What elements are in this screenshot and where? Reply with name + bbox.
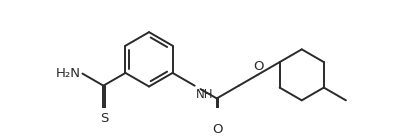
- Text: O: O: [252, 60, 262, 73]
- Text: O: O: [212, 123, 222, 136]
- Text: NH: NH: [195, 88, 213, 101]
- Text: S: S: [100, 112, 108, 125]
- Text: H₂N: H₂N: [56, 67, 81, 80]
